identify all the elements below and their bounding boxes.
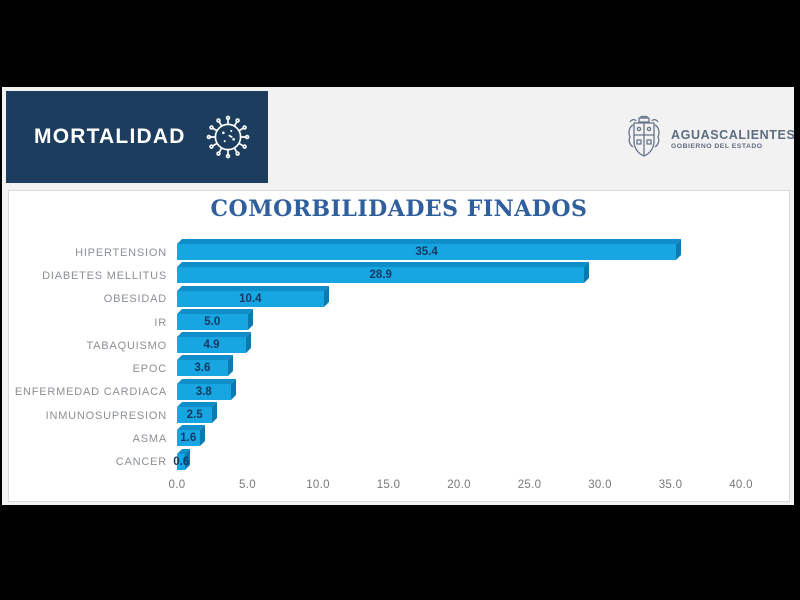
coat-of-arms-icon bbox=[628, 115, 660, 157]
category-label: CANCER bbox=[115, 456, 167, 469]
x-axis: 0.0 5.0 10.0 15.0 20.0 25.0 30.0 35.0 40.0 bbox=[9, 479, 789, 495]
category-label: ASMA bbox=[132, 433, 167, 446]
chart-row: TABAQUISMO 4.9 bbox=[9, 334, 789, 357]
banner-title: MORTALIDAD bbox=[34, 125, 186, 148]
bar-track: 10.4 bbox=[177, 288, 741, 311]
bar-track: 35.4 bbox=[177, 241, 741, 264]
chart-row: IR 5.0 bbox=[9, 311, 789, 334]
bar-value-label: 1.6 bbox=[180, 432, 197, 445]
x-tick-label: 40.0 bbox=[729, 479, 753, 491]
chart-row: CANCER 0.6 bbox=[9, 451, 789, 474]
category-label: TABAQUISMO bbox=[86, 339, 167, 352]
chart-row: OBESIDAD 10.4 bbox=[9, 288, 789, 311]
virus-icon bbox=[206, 115, 249, 159]
bar-track: 5.0 bbox=[177, 311, 741, 334]
x-tick-label: 10.0 bbox=[306, 479, 330, 491]
bar-value-label: 2.5 bbox=[186, 409, 203, 422]
chart-panel: COMORBILIDADES FINADOS HIPERTENSION 35.4 D… bbox=[8, 190, 790, 502]
bar-track: 28.9 bbox=[177, 264, 741, 287]
bar: 28.9 bbox=[177, 267, 585, 284]
x-tick-label: 5.0 bbox=[239, 479, 256, 491]
category-label: IR bbox=[154, 316, 167, 329]
chart-row: ENFERMEDAD CARDIACA 3.8 bbox=[9, 381, 789, 404]
chart-row: INMUNOSUPRESION 2.5 bbox=[9, 404, 789, 427]
bar-track: 2.5 bbox=[177, 404, 741, 427]
x-tick-label: 25.0 bbox=[517, 479, 542, 491]
bar: 35.4 bbox=[177, 244, 677, 260]
chart-row: ASMA 1.6 bbox=[9, 427, 789, 450]
bar: 3.8 bbox=[177, 383, 231, 400]
bar-track: 0.6 bbox=[173, 451, 741, 474]
bar-track: 4.9 bbox=[177, 334, 741, 357]
bar: 3.6 bbox=[177, 360, 228, 377]
category-label: HIPERTENSION bbox=[75, 246, 167, 259]
category-label: ENFERMEDAD CARDIACA bbox=[14, 386, 167, 399]
chart-title: COMORBILIDADES FINADOS bbox=[210, 196, 588, 222]
category-label: EPOC bbox=[132, 363, 167, 376]
chart-row: EPOC 3.6 bbox=[9, 357, 789, 380]
chart-rows: HIPERTENSION 35.4 DIABETES MELLITUS 28.9 OBE… bbox=[9, 241, 789, 474]
mortality-banner: MORTALIDAD bbox=[6, 91, 268, 183]
logo-name: AGUASCALIENTES bbox=[671, 128, 796, 142]
bar-value-label: 0.6 bbox=[173, 455, 190, 468]
x-tick-label: 35.0 bbox=[658, 479, 683, 491]
x-tick-label: 30.0 bbox=[588, 479, 612, 491]
logo-text: AGUASCALIENTES GOBIERNO DEL ESTADO bbox=[671, 128, 795, 150]
bar: 1.6 bbox=[177, 430, 200, 447]
state-government-logo: AGUASCALIENTES GOBIERNO DEL ESTADO bbox=[624, 115, 795, 163]
chart-row: HIPERTENSION 35.4 bbox=[9, 241, 789, 264]
bar-value-label: 3.8 bbox=[195, 385, 212, 398]
x-tick-label: 20.0 bbox=[447, 479, 471, 491]
slide: MORTALIDAD bbox=[2, 87, 795, 505]
bar: 0.6 bbox=[173, 453, 189, 470]
x-tick-label: 15.0 bbox=[376, 479, 401, 491]
bar-value-label: 10.4 bbox=[239, 292, 262, 305]
bar-value-label: 28.9 bbox=[369, 269, 392, 282]
bar-track: 1.6 bbox=[177, 427, 741, 450]
bar-value-label: 3.6 bbox=[194, 362, 211, 375]
x-tick-label: 0.0 bbox=[168, 479, 186, 491]
bar: 10.4 bbox=[177, 290, 324, 307]
bar: 5.0 bbox=[177, 313, 248, 330]
bar-track: 3.6 bbox=[177, 357, 741, 380]
chart-row: DIABETES MELLITUS 28.9 bbox=[9, 264, 789, 287]
category-label: INMUNOSUPRESION bbox=[45, 409, 167, 422]
bar: 2.5 bbox=[177, 407, 213, 424]
bar-value-label: 4.9 bbox=[203, 339, 220, 352]
bar-value-label: 35.4 bbox=[415, 246, 438, 258]
bar: 4.9 bbox=[177, 337, 247, 354]
logo-subtitle: GOBIERNO DEL ESTADO bbox=[671, 143, 763, 150]
category-label: OBESIDAD bbox=[103, 293, 167, 306]
bar-track: 3.8 bbox=[177, 381, 741, 404]
category-label: DIABETES MELLITUS bbox=[42, 269, 167, 282]
bar-value-label: 5.0 bbox=[204, 315, 221, 328]
